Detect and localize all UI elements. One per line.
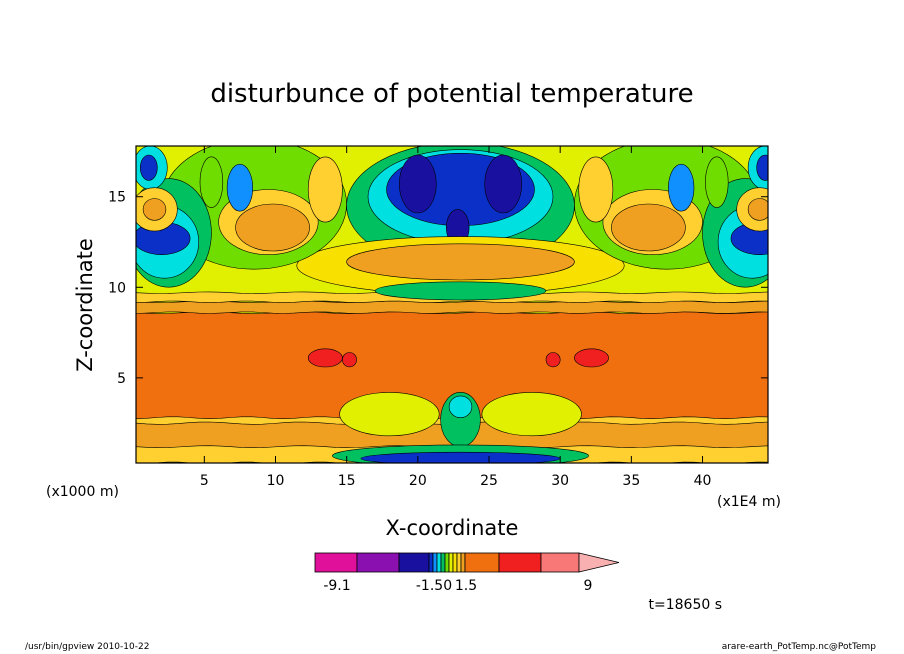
time-label: t=18650 s xyxy=(649,597,723,613)
colorbar-swatch xyxy=(314,552,358,573)
field-contour-region xyxy=(747,198,768,221)
field-contour-region xyxy=(307,156,343,223)
field-contour-region xyxy=(448,395,473,418)
field-contour-region xyxy=(374,281,547,301)
x-tick-label: 5 xyxy=(200,473,209,489)
x-axis-label: X-coordinate xyxy=(386,516,519,540)
colorbar-tick-label: 1.5 xyxy=(455,578,477,594)
field-contour-region xyxy=(545,352,561,368)
x-tick-label: 35 xyxy=(622,473,640,489)
colorbar-arrow xyxy=(578,552,620,573)
colorbar-swatch xyxy=(452,552,458,573)
band-upper-orange xyxy=(136,300,768,314)
y-tick-label: 10 xyxy=(108,280,126,296)
field-contour-region xyxy=(578,156,614,223)
x-tick-label: 15 xyxy=(338,473,356,489)
field-contour-region xyxy=(140,154,158,181)
colorbar-swatch xyxy=(456,552,462,573)
colorbar-tick-label: -9.1 xyxy=(323,578,350,594)
colorbar-swatch xyxy=(498,552,542,573)
x-axis: 5 10 15 20 25 30 35 40 xyxy=(200,146,712,489)
x-tick-label: 30 xyxy=(551,473,569,489)
field-contour-region xyxy=(342,352,357,368)
colorbar-swatch xyxy=(444,552,450,573)
colorbar-swatch xyxy=(464,552,500,573)
field-contour-region xyxy=(574,348,609,368)
x-tick-label: 10 xyxy=(267,473,285,489)
field-contour-region xyxy=(484,154,523,214)
colorbar-swatch xyxy=(460,552,466,573)
colorbar xyxy=(314,552,620,573)
field-contour-region xyxy=(307,348,343,368)
colorbar-swatch xyxy=(436,552,442,573)
footer-right: arare-earth_PotTemp.nc@PotTemp xyxy=(721,642,876,652)
colorbar-swatch xyxy=(428,552,434,573)
plot-area xyxy=(136,146,768,463)
field-contour-region xyxy=(481,392,582,437)
y-unit-label: (x1000 m) xyxy=(46,484,119,500)
x-tick-label: 40 xyxy=(694,473,712,489)
field-contour-region xyxy=(235,203,310,252)
chart-title: disturbunce of potential temperature xyxy=(210,79,693,109)
field-contour-region xyxy=(705,156,729,208)
colorbar-swatch xyxy=(398,552,430,573)
field-contour-region xyxy=(339,392,440,437)
field-contour-region xyxy=(756,154,768,181)
colorbar-swatch xyxy=(540,552,580,573)
colorbar-swatch xyxy=(448,552,454,573)
x-tick-label: 25 xyxy=(480,473,498,489)
y-tick-label: 5 xyxy=(117,371,126,387)
colorbar-tick-label: -1.50 xyxy=(416,578,452,594)
field-contour-region xyxy=(398,154,437,214)
x-unit-label: (x1E4 m) xyxy=(717,494,781,510)
field-contour-region xyxy=(199,156,224,208)
x-tick-label: 20 xyxy=(409,473,427,489)
y-axis-label: Z-coordinate xyxy=(73,238,97,372)
field-contour-region xyxy=(611,203,686,252)
y-tick-label: 15 xyxy=(108,190,126,206)
field-contour-region xyxy=(226,163,253,212)
field-contour-region xyxy=(668,163,695,212)
colorbar-swatch xyxy=(440,552,446,573)
y-axis: 5 10 15 xyxy=(108,190,768,387)
plot-frame xyxy=(135,145,769,464)
colorbar-ticks: -9.1 -1.50 1.5 9 xyxy=(323,578,592,594)
colorbar-tick-label: 9 xyxy=(584,578,593,594)
field-contour-region xyxy=(142,198,167,221)
colorbar-swatch xyxy=(432,552,438,573)
colorbar-swatch xyxy=(356,552,400,573)
footer-left: /usr/bin/gpview 2010-10-22 xyxy=(25,642,150,652)
field-contour-region xyxy=(346,243,575,281)
